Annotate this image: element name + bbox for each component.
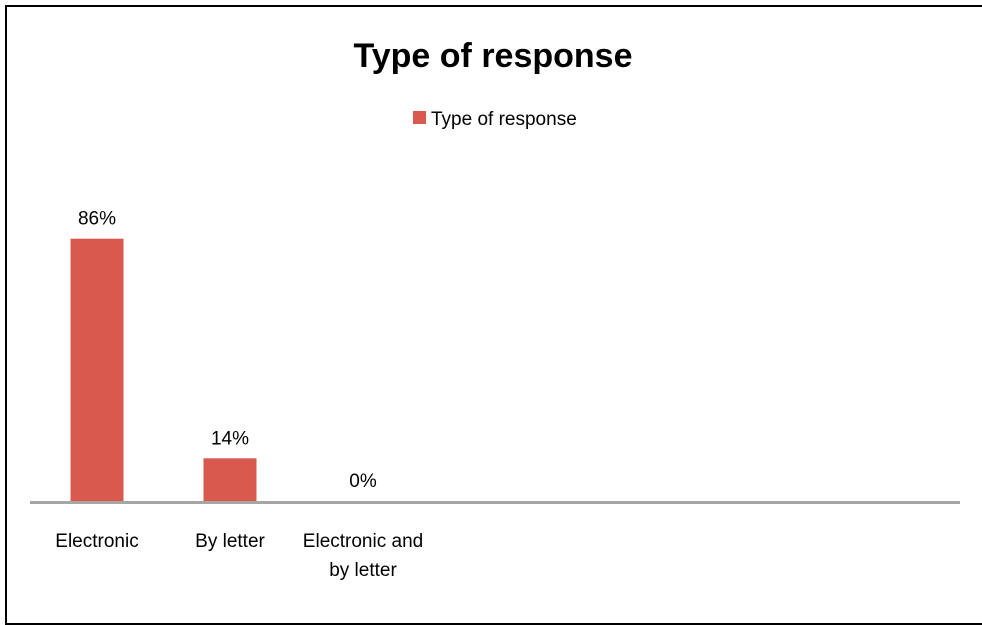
data-label-3: 0% (349, 471, 377, 492)
bar-2 (203, 458, 257, 501)
plot-area: 86% Electronic 14% By letter 0% Electronic an… (30, 209, 960, 581)
bar-chart: Type of response Type of response 86% Ele… (30, 37, 960, 581)
x-tick-label-1: Electronic (55, 531, 138, 552)
chart-title: Type of response (354, 37, 633, 75)
x-tick-label-2: By letter (195, 531, 265, 552)
chart-frame (5, 5, 982, 625)
legend-label: Type of response (431, 109, 577, 130)
x-tick-label-3: Electronic and by letter (303, 531, 423, 581)
data-label-2: 14% (211, 428, 249, 449)
legend-swatch (413, 111, 426, 124)
data-label-1: 86% (78, 209, 116, 230)
legend: Type of response (413, 109, 577, 130)
bar-1 (70, 238, 124, 501)
